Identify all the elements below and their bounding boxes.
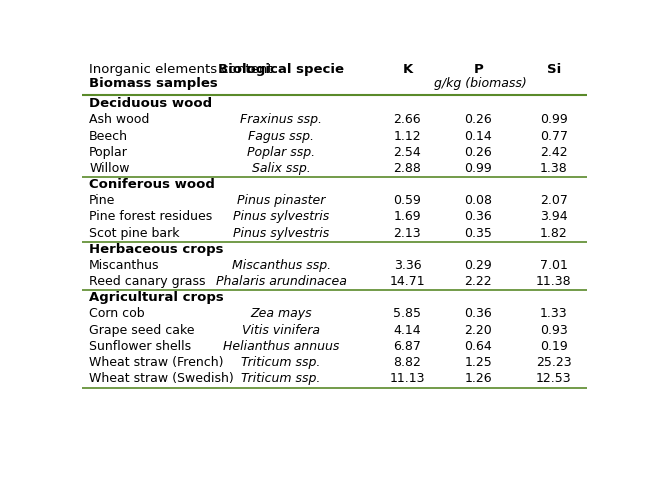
Text: 1.25: 1.25 bbox=[464, 356, 492, 369]
Text: Pinus sylvestris: Pinus sylvestris bbox=[233, 211, 329, 223]
Text: 1.33: 1.33 bbox=[540, 308, 568, 320]
Text: 0.99: 0.99 bbox=[464, 162, 492, 175]
Text: Fraxinus ssp.: Fraxinus ssp. bbox=[240, 113, 322, 126]
Text: 2.88: 2.88 bbox=[393, 162, 421, 175]
Text: Reed canary grass: Reed canary grass bbox=[89, 275, 205, 288]
Text: Poplar: Poplar bbox=[89, 146, 128, 159]
Text: 11.13: 11.13 bbox=[390, 372, 425, 385]
Text: Salix ssp.: Salix ssp. bbox=[252, 162, 310, 175]
Text: 7.01: 7.01 bbox=[540, 259, 568, 272]
Text: 25.23: 25.23 bbox=[536, 356, 572, 369]
Text: 14.71: 14.71 bbox=[390, 275, 425, 288]
Text: 2.13: 2.13 bbox=[394, 226, 421, 240]
Text: Coniferous wood: Coniferous wood bbox=[89, 178, 215, 191]
Text: Pine: Pine bbox=[89, 194, 115, 207]
Text: 0.59: 0.59 bbox=[393, 194, 421, 207]
Text: 11.38: 11.38 bbox=[536, 275, 572, 288]
Text: 1.12: 1.12 bbox=[394, 129, 421, 143]
Text: 3.94: 3.94 bbox=[540, 211, 568, 223]
Text: 0.99: 0.99 bbox=[540, 113, 568, 126]
Text: 1.38: 1.38 bbox=[540, 162, 568, 175]
Text: Sunflower shells: Sunflower shells bbox=[89, 340, 191, 353]
Text: 4.14: 4.14 bbox=[394, 324, 421, 337]
Text: 0.64: 0.64 bbox=[464, 340, 492, 353]
Text: Corn cob: Corn cob bbox=[89, 308, 145, 320]
Text: Biological specie: Biological specie bbox=[218, 63, 344, 76]
Text: Wheat straw (French): Wheat straw (French) bbox=[89, 356, 224, 369]
Text: 2.66: 2.66 bbox=[394, 113, 421, 126]
Text: 0.08: 0.08 bbox=[464, 194, 492, 207]
Text: Scot pine bark: Scot pine bark bbox=[89, 226, 179, 240]
Text: Zea mays: Zea mays bbox=[250, 308, 312, 320]
Text: 0.35: 0.35 bbox=[464, 226, 492, 240]
Text: 0.26: 0.26 bbox=[464, 113, 492, 126]
Text: Triticum ssp.: Triticum ssp. bbox=[241, 372, 321, 385]
Text: 0.14: 0.14 bbox=[464, 129, 492, 143]
Text: Phalaris arundinacea: Phalaris arundinacea bbox=[216, 275, 346, 288]
Text: 8.82: 8.82 bbox=[393, 356, 421, 369]
Text: Vitis vinifera: Vitis vinifera bbox=[242, 324, 320, 337]
Text: 12.53: 12.53 bbox=[536, 372, 572, 385]
Text: Triticum ssp.: Triticum ssp. bbox=[241, 356, 321, 369]
Text: 0.36: 0.36 bbox=[464, 211, 492, 223]
Text: K: K bbox=[402, 63, 413, 76]
Text: Deciduous wood: Deciduous wood bbox=[89, 97, 212, 110]
Text: 2.54: 2.54 bbox=[394, 146, 421, 159]
Text: 1.69: 1.69 bbox=[394, 211, 421, 223]
Text: Miscanthus ssp.: Miscanthus ssp. bbox=[231, 259, 331, 272]
Text: Ash wood: Ash wood bbox=[89, 113, 149, 126]
Text: Wheat straw (Swedish): Wheat straw (Swedish) bbox=[89, 372, 234, 385]
Text: 0.29: 0.29 bbox=[464, 259, 492, 272]
Text: 0.36: 0.36 bbox=[464, 308, 492, 320]
Text: 2.42: 2.42 bbox=[540, 146, 568, 159]
Text: 1.82: 1.82 bbox=[540, 226, 568, 240]
Text: Pine forest residues: Pine forest residues bbox=[89, 211, 213, 223]
Text: 2.22: 2.22 bbox=[464, 275, 492, 288]
Text: 0.19: 0.19 bbox=[540, 340, 568, 353]
Text: 3.36: 3.36 bbox=[394, 259, 421, 272]
Text: Inorganic elements content: Inorganic elements content bbox=[89, 63, 273, 76]
Text: 2.20: 2.20 bbox=[464, 324, 492, 337]
Text: Miscanthus: Miscanthus bbox=[89, 259, 160, 272]
Text: Willow: Willow bbox=[89, 162, 130, 175]
Text: Pinus pinaster: Pinus pinaster bbox=[237, 194, 325, 207]
Text: Grape seed cake: Grape seed cake bbox=[89, 324, 194, 337]
Text: Herbaceous crops: Herbaceous crops bbox=[89, 243, 224, 256]
Text: Helianthus annuus: Helianthus annuus bbox=[223, 340, 339, 353]
Text: Fagus ssp.: Fagus ssp. bbox=[248, 129, 314, 143]
Text: P: P bbox=[473, 63, 483, 76]
Text: Si: Si bbox=[547, 63, 561, 76]
Text: 0.26: 0.26 bbox=[464, 146, 492, 159]
Text: Poplar ssp.: Poplar ssp. bbox=[247, 146, 315, 159]
Text: 1.26: 1.26 bbox=[464, 372, 492, 385]
Text: 2.07: 2.07 bbox=[540, 194, 568, 207]
Text: 0.77: 0.77 bbox=[540, 129, 568, 143]
Text: 0.93: 0.93 bbox=[540, 324, 568, 337]
Text: Pinus sylvestris: Pinus sylvestris bbox=[233, 226, 329, 240]
Text: 6.87: 6.87 bbox=[393, 340, 421, 353]
Text: 5.85: 5.85 bbox=[393, 308, 421, 320]
Text: Beech: Beech bbox=[89, 129, 128, 143]
Text: Biomass samples: Biomass samples bbox=[89, 77, 218, 90]
Text: Agricultural crops: Agricultural crops bbox=[89, 291, 224, 304]
Text: g/kg (biomass): g/kg (biomass) bbox=[434, 77, 527, 90]
